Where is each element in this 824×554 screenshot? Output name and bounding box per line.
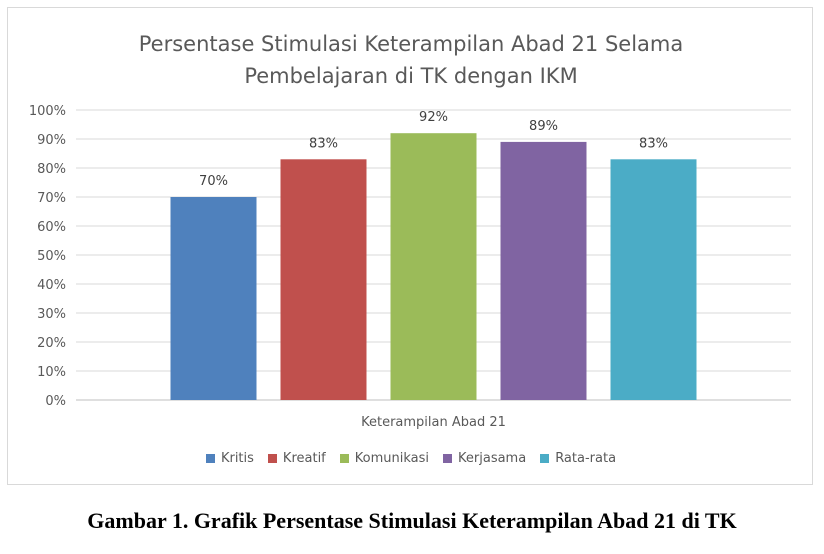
y-tick-label: 50%: [37, 249, 66, 264]
y-tick-label: 10%: [37, 365, 66, 380]
bar-chart: 0% 10% 20% 30% 40% 50% 60% 70% 80% 90% 100% 70% 83% 9…: [29, 104, 791, 430]
figure-caption: Gambar 1. Grafik Persentase Stimulasi Ke…: [87, 508, 737, 533]
y-tick-label: 20%: [37, 336, 66, 351]
data-label: 83%: [639, 136, 668, 151]
bar-kreatif: [280, 159, 367, 400]
chart-title-line-1: Persentase Stimulasi Keterampilan Abad 2…: [138, 32, 684, 56]
legend-swatch: [205, 454, 215, 463]
legend-item: Kritis: [205, 451, 254, 466]
bar-komunikasi: [390, 133, 477, 400]
y-tick-label: 100%: [29, 104, 66, 119]
data-label: 92%: [419, 110, 448, 125]
legend-item: Kreatif: [267, 451, 326, 466]
legend-label: Kritis: [220, 451, 254, 466]
legend-item: Rata-rata: [540, 451, 616, 466]
bar-kritis: [170, 197, 257, 400]
data-label: 89%: [529, 119, 558, 134]
y-tick-label: 90%: [37, 133, 66, 148]
legend-label: Komunikasi: [354, 451, 430, 466]
y-tick-label: 70%: [37, 191, 66, 206]
data-label: 83%: [309, 136, 338, 151]
y-tick-label: 0%: [45, 394, 66, 409]
legend-label: Kreatif: [282, 451, 326, 466]
legend-label: Kerjasama: [458, 451, 527, 466]
chart-frame: Persentase Stimulasi Keterampilan Abad 2…: [7, 7, 813, 485]
legend-item: Kerjasama: [443, 451, 526, 466]
chart-title-line-2: Pembelajaran di TK dengan IKM: [244, 64, 578, 88]
bar-rata-rata: [610, 159, 697, 400]
legend-swatch: [267, 454, 277, 463]
legend-swatch: [339, 454, 349, 463]
legend-item: Komunikasi: [339, 451, 430, 466]
legend-label: Rata-rata: [555, 451, 617, 466]
y-tick-label: 80%: [37, 162, 66, 177]
chart-title: Persentase Stimulasi Keterampilan Abad 2…: [8, 28, 814, 92]
data-label: 70%: [199, 174, 228, 189]
y-tick-label: 40%: [37, 278, 66, 293]
legend-swatch: [443, 454, 453, 463]
x-axis-label: Keterampilan Abad 21: [361, 415, 506, 430]
y-tick-label: 60%: [37, 220, 66, 235]
y-tick-label: 30%: [37, 307, 66, 322]
bar-kerjasama: [500, 141, 587, 400]
legend-swatch: [540, 454, 550, 463]
chart-legend: Kritis Kreatif Komunikasi Kerjasama Rata-rat…: [8, 451, 814, 466]
